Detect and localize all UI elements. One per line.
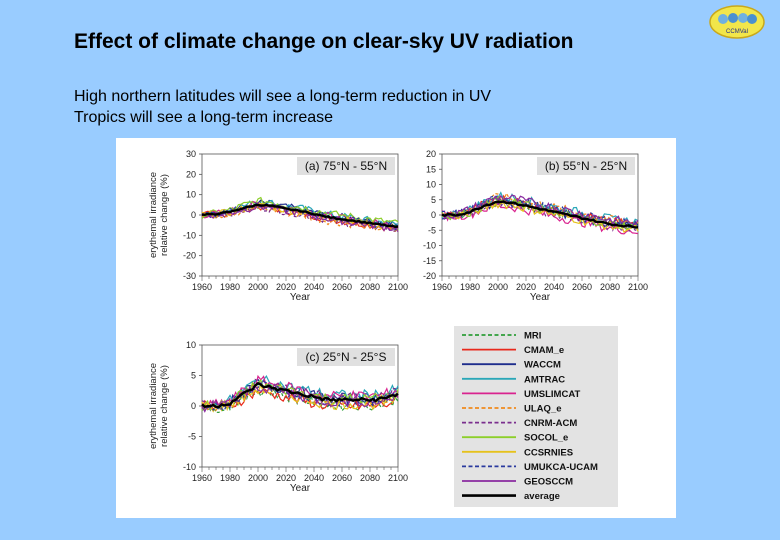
y-tick-label: 10: [186, 190, 196, 200]
y-tick-label: -15: [423, 256, 436, 266]
x-tick-label: 2020: [516, 282, 536, 292]
y-axis-title-line-2: relative change (%): [159, 365, 170, 447]
legend: MRI CMAM_e WACCM AMTRAC UMSLIMCAT ULAQ_e CNRM-…: [454, 326, 618, 507]
x-tick-label: 2100: [388, 473, 408, 483]
y-tick-label: 0: [191, 401, 196, 411]
y-tick-label: 30: [186, 149, 196, 159]
x-tick-label: 2040: [304, 282, 324, 292]
y-tick-label: 15: [426, 164, 436, 174]
subtitle-line-1: High northern latitudes will see a long-…: [74, 88, 492, 105]
x-tick-label: 1980: [220, 473, 240, 483]
y-tick-label: -20: [423, 271, 436, 281]
series-average: [441, 200, 639, 229]
legend-label-cnrm-acm: CNRM-ACM: [524, 418, 577, 429]
ccmval-logo: CCMVal: [708, 4, 766, 40]
y-tick-label: -5: [428, 225, 436, 235]
panel-label-box: [297, 157, 395, 175]
y-axis-title-line-2: relative change (%): [159, 174, 170, 256]
y-tick-label: 20: [426, 149, 436, 159]
legend-label-cmam_e: CMAM_e: [524, 345, 564, 356]
legend-label-ccsrnies: CCSRNIES: [524, 447, 573, 458]
series-average: [201, 381, 399, 409]
x-tick-label: 2060: [332, 282, 352, 292]
series-ulaq_e: [201, 205, 399, 233]
y-axis-title-line-1: erythemal irradiance: [148, 172, 159, 258]
x-tick-label: 1980: [220, 282, 240, 292]
legend-label-geosccm: GEOSCCM: [524, 477, 573, 488]
x-tick-label: 2000: [248, 282, 268, 292]
y-tick-label: 10: [186, 340, 196, 350]
x-tick-label: 2020: [276, 473, 296, 483]
y-tick-label: -10: [183, 462, 196, 472]
x-axis-title: Year: [530, 292, 551, 303]
legend-label-socol_e: SOCOL_e: [524, 433, 568, 444]
panel-label-box: [297, 348, 395, 366]
x-tick-label: 1960: [192, 282, 212, 292]
x-tick-label: 2000: [248, 473, 268, 483]
x-tick-label: 2080: [360, 473, 380, 483]
x-axis-title: Year: [290, 483, 311, 494]
legend-label-mri: MRI: [524, 331, 541, 342]
x-tick-label: 2100: [628, 282, 648, 292]
panel-label-box: [537, 157, 635, 175]
series-geosccm: [441, 194, 639, 226]
legend-label-umukca-ucam: UMUKCA-UCAM: [524, 462, 598, 473]
legend-label-waccm: WACCM: [524, 360, 561, 371]
x-tick-label: 1980: [460, 282, 480, 292]
series-ulaq_e: [441, 192, 639, 227]
y-tick-label: 10: [426, 180, 436, 190]
x-tick-label: 1960: [432, 282, 452, 292]
slide-title: Effect of climate change on clear-sky UV…: [74, 30, 574, 53]
legend-label-ulaq_e: ULAQ_e: [524, 404, 561, 415]
y-tick-label: -10: [183, 230, 196, 240]
x-tick-label: 2080: [600, 282, 620, 292]
y-tick-label: -20: [183, 251, 196, 261]
legend-label-umslimcat: UMSLIMCAT: [524, 389, 580, 400]
subtitle-line-2: Tropics will see a long-term increase: [74, 109, 334, 126]
x-tick-label: 2040: [544, 282, 564, 292]
chart-figure: 30 20 10 0 -10 -20 -30 1960 1980 2000 2020 2040 2060…: [116, 138, 676, 518]
x-tick-label: 2060: [572, 282, 592, 292]
y-tick-label: -10: [423, 241, 436, 251]
legend-label-amtrac: AMTRAC: [524, 374, 565, 385]
x-tick-label: 2080: [360, 282, 380, 292]
y-tick-label: -5: [188, 432, 196, 442]
y-tick-label: -30: [183, 271, 196, 281]
series-umukca-ucam: [441, 195, 639, 228]
y-tick-label: 5: [431, 195, 436, 205]
legend-box: [454, 326, 618, 507]
x-tick-label: 1960: [192, 473, 212, 483]
x-tick-label: 2020: [276, 282, 296, 292]
panel-label: (c) 25°N - 25°S: [306, 350, 387, 364]
logo-text: CCMVal: [726, 29, 748, 35]
y-axis-title-line-1: erythemal irradiance: [148, 363, 159, 449]
x-tick-label: 2040: [304, 473, 324, 483]
y-tick-label: 5: [191, 371, 196, 381]
legend-label-average: average: [524, 491, 560, 502]
x-axis-title: Year: [290, 292, 311, 303]
series-umukca-ucam: [201, 380, 399, 411]
series-average: [201, 203, 399, 229]
panel-label: (b) 55°N - 25°N: [545, 159, 627, 173]
x-tick-label: 2100: [388, 282, 408, 292]
y-tick-label: 20: [186, 169, 196, 179]
x-tick-label: 2000: [488, 282, 508, 292]
y-tick-label: 0: [191, 210, 196, 220]
x-tick-label: 2060: [332, 473, 352, 483]
y-tick-label: 0: [431, 210, 436, 220]
panel-label: (a) 75°N - 55°N: [305, 159, 387, 173]
